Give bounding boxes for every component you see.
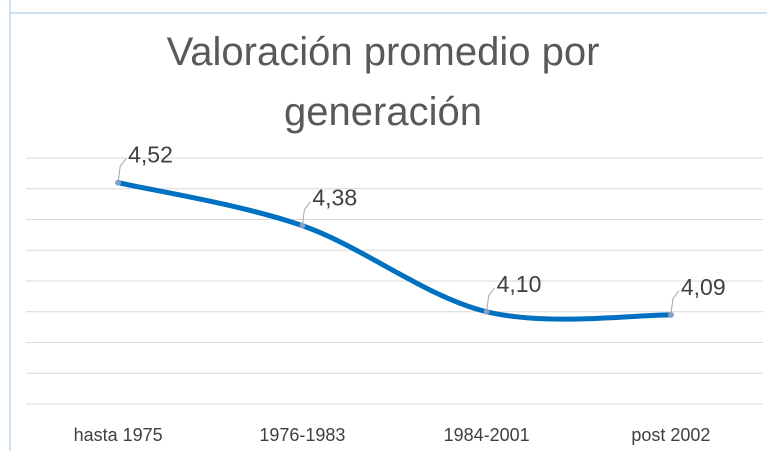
data-label: 4,38 (312, 185, 357, 211)
x-tick-label: 1976-1983 (259, 425, 345, 445)
chart-title: Valoración promedio por generación (166, 30, 600, 134)
leader-line (670, 290, 680, 315)
data-label: 4,10 (497, 271, 542, 297)
leader-line (301, 201, 311, 226)
data-label: 4,52 (128, 142, 173, 168)
x-tick-label: post 2002 (631, 425, 710, 445)
leader-line (117, 158, 127, 183)
data-label: 4,09 (681, 274, 726, 300)
leader-line (486, 287, 496, 312)
x-tick-label: 1984-2001 (444, 425, 530, 445)
line (115, 180, 674, 322)
x-tick-label: hasta 1975 (74, 425, 163, 445)
